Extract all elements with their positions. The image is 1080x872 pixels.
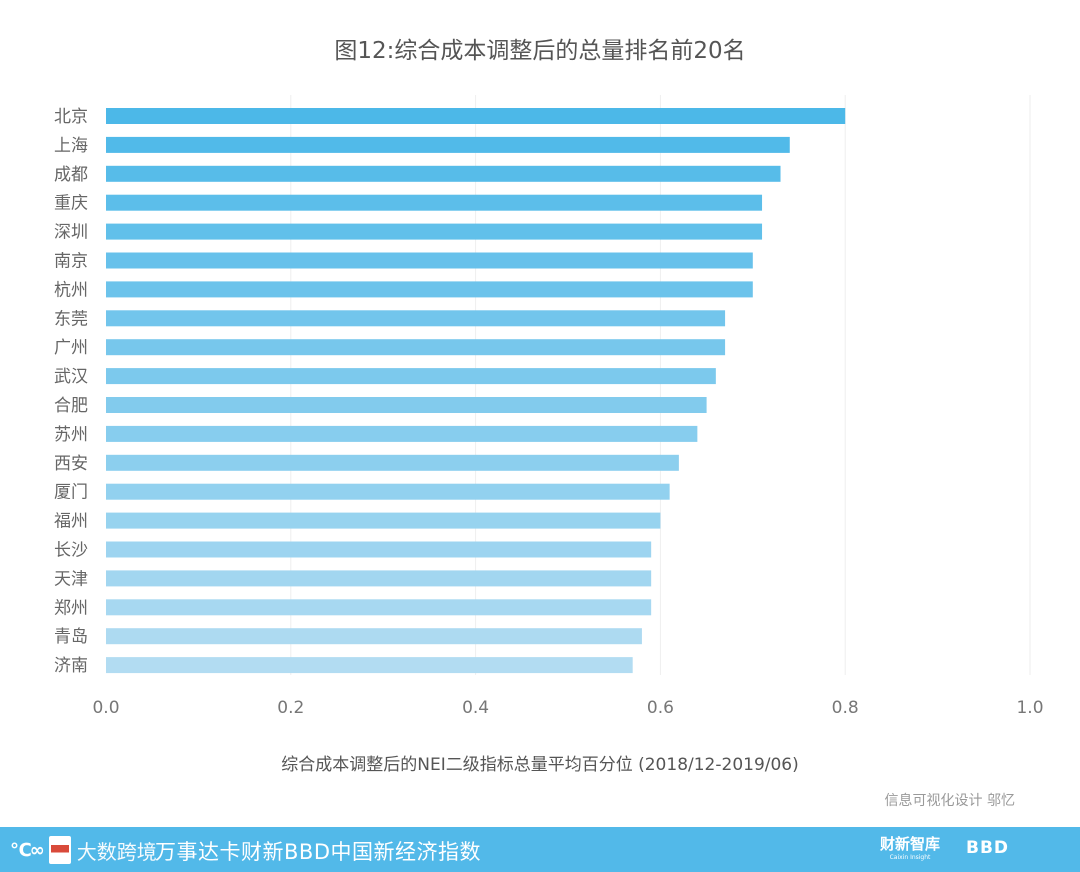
- bar-东莞: [106, 310, 726, 327]
- caixin-insight-text: 财新智库: [880, 835, 941, 853]
- category-label: 天津: [54, 569, 88, 589]
- category-label: 南京: [54, 252, 88, 272]
- category-label: 重庆: [54, 194, 88, 214]
- bar-合肥: [106, 397, 707, 413]
- category-label: 武汉: [54, 367, 88, 387]
- x-tick-label: 0.2: [277, 698, 304, 718]
- bar-福州: [106, 512, 661, 529]
- bar-成都: [106, 165, 781, 182]
- x-tick-label: 0.6: [647, 698, 674, 718]
- bar-武汉: [106, 368, 716, 385]
- x-axis-label: 综合成本调整后的NEI二级指标总量平均百分位 (2018/12-2019/06): [281, 755, 799, 775]
- footer-logo-text: 大数跨境: [76, 839, 157, 864]
- footer-logo: ℃∞ 大数跨境: [10, 835, 157, 865]
- bar-重庆: [106, 194, 763, 211]
- bar-广州: [106, 339, 726, 356]
- gridlines: [290, 95, 1031, 675]
- category-label: 西安: [54, 454, 88, 474]
- category-label: 上海: [54, 136, 88, 156]
- category-label: 郑州: [54, 598, 88, 618]
- bar-北京: [106, 108, 846, 124]
- logo-mark-icon: ℃∞: [10, 839, 45, 861]
- x-tick-labels: 0.0 0.2 0.4 0.6 0.8 1.0: [92, 698, 1043, 718]
- category-label: 北京: [54, 107, 88, 127]
- category-label: 济南: [54, 656, 88, 676]
- x-tick-label: 0.0: [92, 698, 119, 718]
- x-tick-label: 1.0: [1016, 698, 1043, 718]
- chart-title: 图12:综合成本调整后的总量排名前20名: [334, 38, 745, 64]
- bar-chart: 图12:综合成本调整后的总量排名前20名 北京上海成都重庆深圳南京杭州东莞广州武…: [54, 38, 1044, 809]
- category-label: 苏州: [54, 425, 88, 445]
- bar-济南: [106, 657, 633, 674]
- bar-郑州: [106, 599, 652, 616]
- x-tick-label: 0.8: [832, 698, 859, 718]
- category-label: 杭州: [54, 280, 88, 300]
- bar-上海: [106, 136, 790, 153]
- bar-长沙: [106, 541, 652, 558]
- bar-南京: [106, 252, 753, 269]
- bar-苏州: [106, 425, 698, 442]
- logo-badge-icon: [48, 836, 71, 864]
- bar-青岛: [106, 628, 642, 645]
- bar-西安: [106, 454, 679, 471]
- bar-厦门: [106, 483, 670, 500]
- category-label: 深圳: [54, 223, 88, 243]
- category-label: 成都: [54, 165, 88, 185]
- category-label: 长沙: [54, 541, 88, 561]
- caixin-insight-logo: 财新智库 Caixin Insight: [880, 837, 940, 865]
- bars: [106, 108, 846, 674]
- footer-title: 万事达卡财新BBD中国新经济指数: [155, 840, 481, 864]
- category-label: 东莞: [54, 309, 88, 329]
- caixin-insight-sub: Caixin Insight: [889, 854, 931, 861]
- x-tick-label: 0.4: [462, 698, 489, 718]
- bar-杭州: [106, 281, 753, 298]
- category-label: 厦门: [54, 483, 88, 503]
- bar-深圳: [106, 223, 763, 240]
- category-label: 青岛: [54, 627, 88, 647]
- designer-credit: 信息可视化设计 邬忆: [885, 792, 1015, 809]
- bbd-logo: BBD: [966, 838, 1010, 858]
- category-label: 福州: [54, 512, 88, 532]
- bar-天津: [106, 570, 652, 587]
- category-label: 合肥: [54, 396, 88, 416]
- category-label: 广州: [54, 338, 88, 358]
- footer-bar: ℃∞ 大数跨境 万事达卡财新BBD中国新经济指数 财新智库 Caixin Ins…: [0, 827, 1080, 872]
